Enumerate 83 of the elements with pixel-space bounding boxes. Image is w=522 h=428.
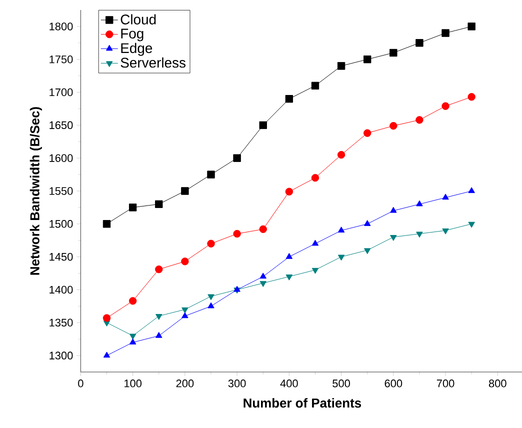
point bbox=[233, 154, 241, 162]
point bbox=[285, 188, 294, 196]
x-tick-label: 300 bbox=[228, 380, 246, 388]
point bbox=[181, 258, 189, 266]
y-tick-label: 1800 bbox=[50, 22, 73, 30]
point bbox=[286, 252, 293, 259]
x-tick-label: 600 bbox=[384, 380, 402, 388]
point bbox=[390, 235, 397, 241]
point bbox=[338, 254, 345, 261]
point bbox=[102, 314, 111, 322]
y-tick-label: 1650 bbox=[50, 121, 73, 130]
point bbox=[468, 187, 475, 194]
point bbox=[207, 240, 215, 248]
point bbox=[416, 232, 423, 238]
point bbox=[129, 334, 136, 340]
point bbox=[260, 272, 266, 279]
point bbox=[208, 294, 214, 300]
y-tick-label: 1500 bbox=[50, 220, 73, 228]
x-tick-label: 0 bbox=[78, 380, 84, 388]
point bbox=[416, 116, 424, 124]
point bbox=[390, 206, 397, 213]
x-axis-title: Number of Patients bbox=[244, 398, 362, 408]
x-tick-label: 200 bbox=[176, 380, 194, 388]
point bbox=[181, 187, 189, 195]
point bbox=[468, 93, 476, 101]
point bbox=[442, 102, 450, 110]
y-tick-label: 1600 bbox=[50, 154, 73, 162]
point bbox=[259, 121, 267, 130]
y-tick-label: 1400 bbox=[50, 286, 73, 294]
legend-label: Edge bbox=[121, 42, 152, 56]
point bbox=[128, 297, 137, 305]
point bbox=[312, 268, 319, 274]
point bbox=[364, 248, 371, 254]
point bbox=[442, 194, 449, 200]
y-tick-label: 1300 bbox=[50, 352, 73, 360]
point bbox=[442, 29, 450, 37]
point bbox=[416, 200, 423, 206]
y-tick-label: 1450 bbox=[50, 252, 73, 261]
legend-label: Fog bbox=[121, 28, 144, 42]
x-tick-label: 700 bbox=[436, 380, 454, 388]
point bbox=[285, 95, 294, 103]
point bbox=[182, 307, 188, 314]
point bbox=[128, 204, 137, 212]
point bbox=[468, 222, 475, 228]
x-tick-label: 500 bbox=[332, 380, 350, 388]
y-tick-label: 1350 bbox=[50, 318, 73, 327]
x-tick-label: 800 bbox=[488, 380, 506, 388]
point bbox=[416, 39, 424, 47]
legend-label: Cloud bbox=[120, 14, 156, 24]
point bbox=[312, 240, 319, 246]
point bbox=[129, 338, 136, 344]
point bbox=[156, 332, 162, 338]
point bbox=[155, 265, 163, 274]
x-tick-label: 100 bbox=[124, 380, 142, 388]
point bbox=[233, 230, 241, 238]
legend-label: Serverless bbox=[120, 57, 186, 68]
point bbox=[103, 352, 110, 358]
y-tick-label: 1550 bbox=[50, 187, 73, 195]
point bbox=[364, 220, 371, 226]
point bbox=[260, 281, 266, 287]
y-tick-label: 1700 bbox=[50, 88, 73, 96]
y-axis-title: Network Bandwidth (B/Sec) bbox=[30, 107, 42, 275]
point bbox=[337, 62, 346, 70]
point bbox=[311, 82, 320, 90]
point bbox=[363, 129, 372, 137]
point bbox=[155, 200, 163, 208]
point bbox=[337, 150, 346, 159]
point bbox=[102, 220, 111, 228]
point bbox=[338, 226, 345, 233]
point bbox=[468, 22, 476, 30]
y-tick-label: 1750 bbox=[50, 55, 73, 64]
point bbox=[363, 56, 372, 64]
point bbox=[390, 122, 398, 130]
point bbox=[207, 170, 215, 178]
point bbox=[286, 274, 293, 280]
x-tick-label: 400 bbox=[280, 380, 298, 388]
point bbox=[311, 174, 320, 182]
point bbox=[259, 225, 267, 234]
point bbox=[208, 302, 214, 308]
point bbox=[442, 228, 449, 234]
point bbox=[182, 312, 188, 318]
point bbox=[156, 314, 162, 320]
point bbox=[390, 48, 398, 57]
